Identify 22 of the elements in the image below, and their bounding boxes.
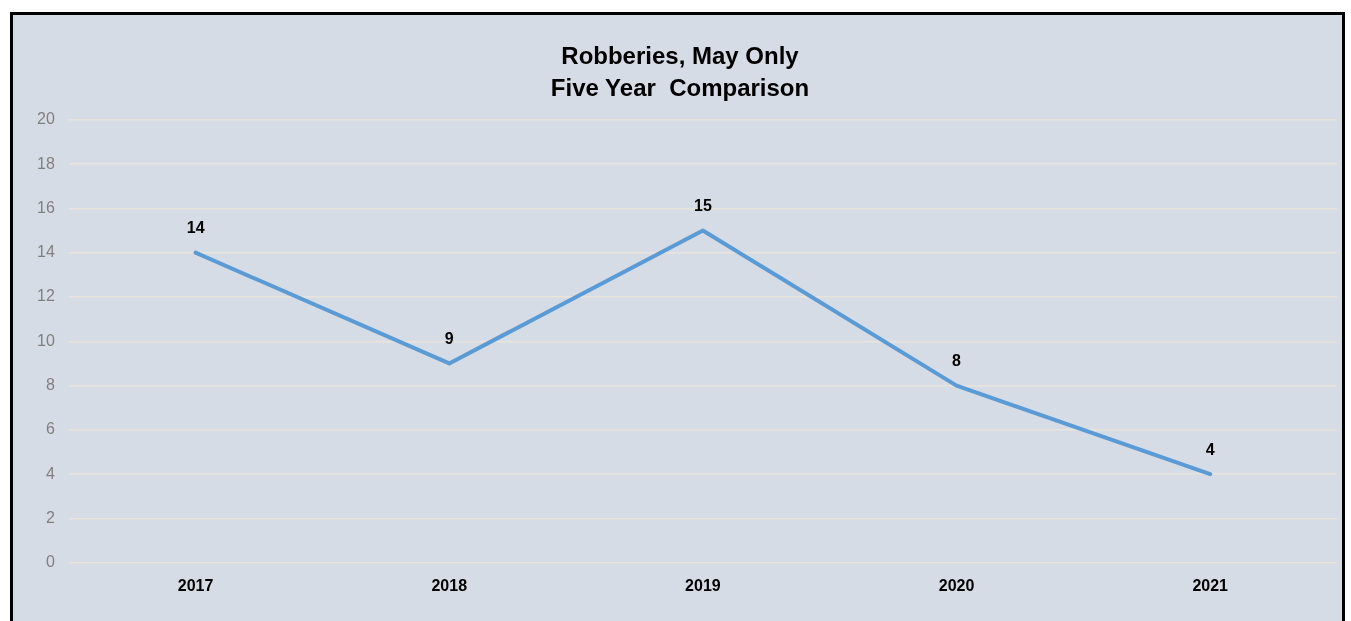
data-label: 14 (186, 219, 205, 237)
x-tick-label: 2021 (1192, 576, 1229, 594)
y-tick-label: 4 (45, 464, 55, 482)
x-tick-label: 2019 (685, 576, 721, 594)
y-tick-label: 20 (37, 110, 55, 128)
x-tick-label: 2020 (938, 576, 975, 594)
y-tick-label: 18 (37, 154, 55, 172)
y-tick-label: 8 (45, 376, 55, 394)
y-tick-label: 6 (45, 420, 55, 438)
data-label: 9 (444, 329, 454, 347)
chart-frame: Robberies, May Only Five Year Comparison 2017 2018 2019 2020 2021 0 2 4 6 8 10 12 14 16 18 20 14 9 15 8 4 (10, 12, 1345, 621)
y-tick-label: 16 (37, 198, 55, 216)
data-label: 15 (694, 196, 712, 214)
y-tick-label: 14 (37, 243, 55, 261)
data-label: 8 (952, 352, 962, 370)
y-tick-label: 12 (37, 287, 55, 305)
x-tick-label: 2017 (177, 576, 214, 594)
y-tick-label: 2 (45, 508, 55, 526)
y-tick-label: 10 (37, 331, 55, 349)
x-tick-label: 2018 (431, 576, 468, 594)
y-tick-label: 0 (45, 553, 55, 571)
data-label: 4 (1205, 440, 1215, 458)
